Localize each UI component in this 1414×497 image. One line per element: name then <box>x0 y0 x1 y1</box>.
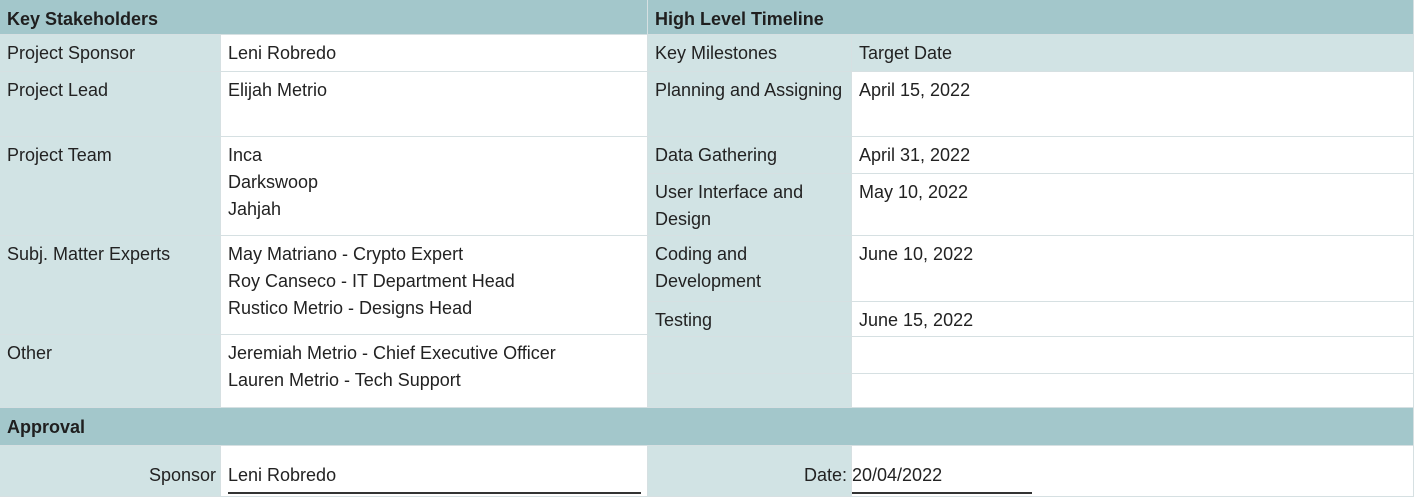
stakeholder-label-experts: Subj. Matter Experts <box>0 236 221 335</box>
stakeholder-value-lead[interactable]: Elijah Metrio <box>221 72 648 137</box>
milestone-coding: Coding and Development <box>648 236 852 302</box>
target-date-cell[interactable]: April 31, 2022 <box>852 137 1414 174</box>
sponsor-signature-field[interactable]: Leni Robredo <box>221 446 648 497</box>
expert-entry: Rustico Metrio - Designs Head <box>228 298 473 318</box>
key-stakeholders-header: Key Stakeholders <box>0 0 648 35</box>
approval-header: Approval <box>0 408 1414 446</box>
empty-milestone-cell[interactable] <box>648 337 852 374</box>
milestone-data-gathering: Data Gathering <box>648 137 852 174</box>
sponsor-signature-value: Leni Robredo <box>228 462 641 494</box>
expert-entry: Roy Canseco - IT Department Head <box>228 271 515 291</box>
stakeholder-value-team[interactable]: Inca Darkswoop Jahjah <box>221 137 648 236</box>
stakeholder-value-sponsor[interactable]: Leni Robredo <box>221 35 648 72</box>
stakeholder-label-team: Project Team <box>0 137 221 236</box>
expert-entry: May Matriano - Crypto Expert <box>228 244 464 264</box>
approval-date-value: 20/04/2022 <box>852 462 1032 494</box>
stakeholder-label-sponsor: Project Sponsor <box>0 35 221 72</box>
empty-date-cell[interactable] <box>852 337 1414 374</box>
team-member: Jahjah <box>228 199 282 219</box>
team-member: Inca <box>228 145 263 165</box>
milestone-planning: Planning and Assigning <box>648 72 852 137</box>
target-date-cell[interactable]: June 10, 2022 <box>852 236 1414 302</box>
stakeholder-label-other: Other <box>0 335 221 408</box>
other-entry: Lauren Metrio - Tech Support <box>228 370 461 390</box>
target-date-cell[interactable]: June 15, 2022 <box>852 302 1414 337</box>
other-entry: Jeremiah Metrio - Chief Executive Office… <box>228 343 556 363</box>
high-level-timeline-header: High Level Timeline <box>648 0 1414 35</box>
stakeholder-name: Leni Robredo <box>228 43 337 63</box>
stakeholder-value-other[interactable]: Jeremiah Metrio - Chief Executive Office… <box>221 335 648 408</box>
stakeholder-label-lead: Project Lead <box>0 72 221 137</box>
key-milestones-column-header: Key Milestones <box>648 35 852 72</box>
target-date-cell[interactable]: April 15, 2022 <box>852 72 1414 137</box>
stakeholder-name: Elijah Metrio <box>228 80 328 100</box>
target-date-cell[interactable]: May 10, 2022 <box>852 174 1414 236</box>
milestone-ui-design: User Interface and Design <box>648 174 852 236</box>
team-member: Darkswoop <box>228 172 319 192</box>
target-date-column-header: Target Date <box>852 35 1414 72</box>
approval-date-field[interactable]: 20/04/2022 <box>852 446 1414 497</box>
sponsor-label: Sponsor <box>0 446 221 497</box>
empty-date-cell[interactable] <box>852 374 1414 408</box>
stakeholder-value-experts[interactable]: May Matriano - Crypto Expert Roy Canseco… <box>221 236 648 335</box>
date-label: Date: <box>648 446 852 497</box>
empty-milestone-cell[interactable] <box>648 374 852 408</box>
milestone-testing: Testing <box>648 302 852 337</box>
